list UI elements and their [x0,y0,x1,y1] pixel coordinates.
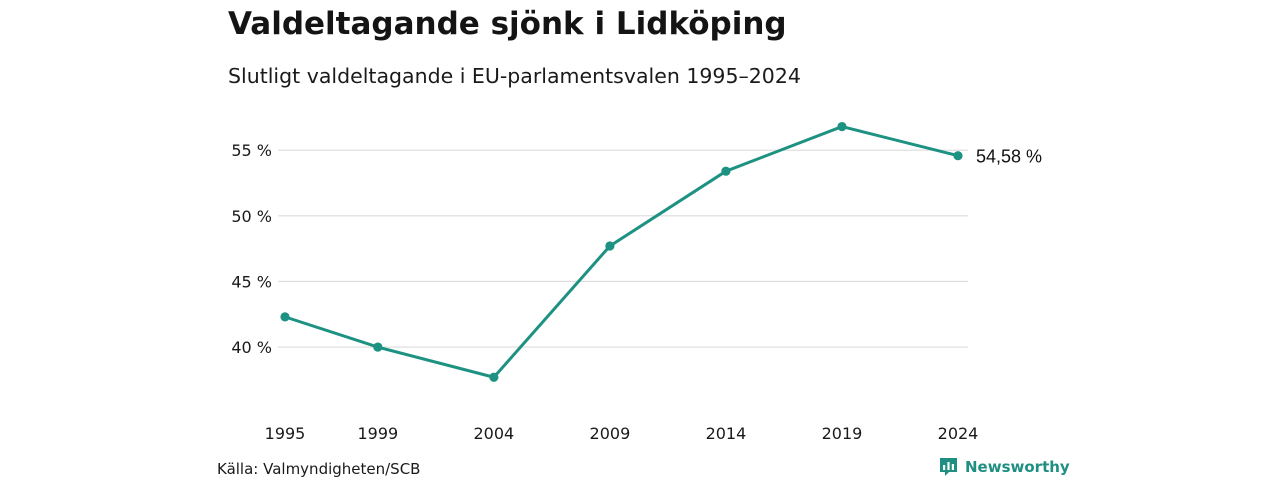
x-tick-label: 2024 [938,424,979,443]
x-tick-label: 1999 [357,424,398,443]
source-note: Källa: Valmyndigheten/SCB [217,460,421,478]
data-point [721,166,731,176]
x-tick-label: 2014 [706,424,747,443]
newsworthy-logo: Newsworthy [938,456,1070,477]
series-line [283,125,960,379]
data-point [953,151,963,161]
data-point [373,342,383,352]
x-tick-label: 2004 [474,424,515,443]
y-tick-label: 50 % [231,207,272,226]
x-tick-label: 2019 [822,424,863,443]
chart-title: Valdeltagande sjönk i Lidköping [228,6,787,42]
data-point [489,372,499,382]
end-value-label: 54,58 % [976,147,1042,167]
brand-name: Newsworthy [965,457,1070,476]
line-chart: 40 % 45 % 50 % 55 % 1995 1999 2004 2009 2014 2019… [231,121,1042,443]
chart-subtitle: Slutligt valdeltagande i EU-parlamentsva… [228,64,801,88]
x-tick-label: 2009 [590,424,631,443]
x-tick-label: 1995 [265,424,306,443]
bar-chart-icon [940,458,957,476]
data-point [605,241,615,251]
y-tick-label: 45 % [231,272,272,291]
data-point [280,312,290,322]
data-point [837,121,847,132]
y-tick-label: 55 % [231,141,272,160]
y-tick-label: 40 % [231,338,272,357]
